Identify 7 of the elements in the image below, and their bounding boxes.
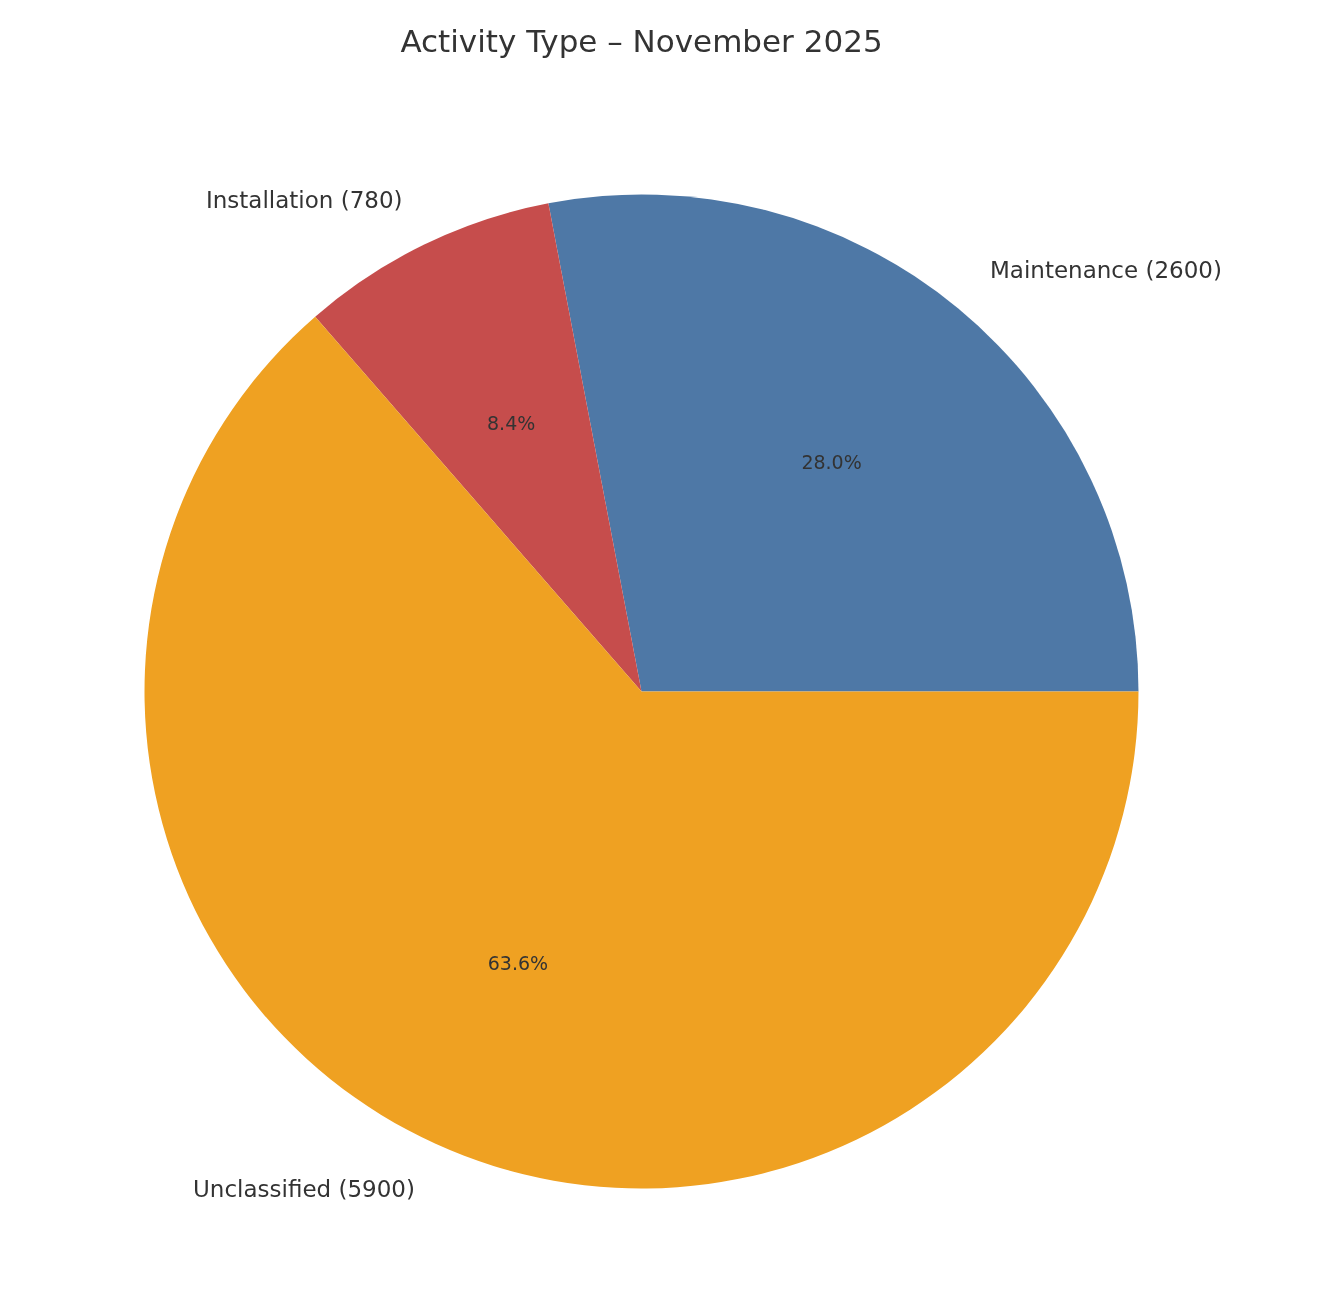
data-label: 63.6%	[487, 951, 549, 974]
slice-label: Maintenance (2600)	[989, 257, 1222, 284]
data-label: 8.4%	[487, 412, 536, 435]
slice-label: Installation (780)	[205, 186, 403, 213]
slice-label: Unclassified (5900)	[193, 1176, 415, 1203]
data-label: 28.0%	[801, 450, 862, 473]
chart-title: Activity Type – November 2025	[400, 22, 883, 59]
